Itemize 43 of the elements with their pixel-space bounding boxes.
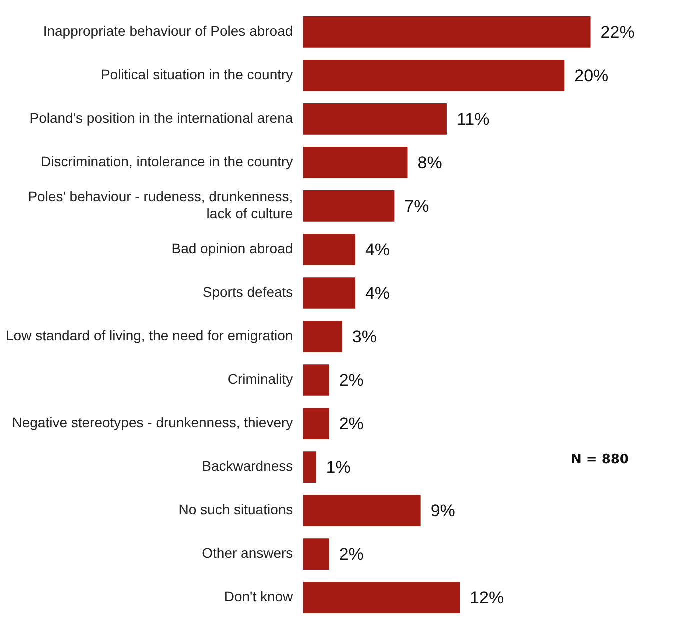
data-label: 12% xyxy=(470,588,504,608)
y-tick-label: Political situation in the country xyxy=(100,66,294,83)
data-label: 4% xyxy=(365,240,390,260)
y-tick-label: Discrimination, intolerance in the country xyxy=(41,154,294,170)
data-label: 3% xyxy=(352,327,377,346)
data-label: 4% xyxy=(365,284,390,303)
bar xyxy=(303,234,356,266)
data-label: 8% xyxy=(418,153,442,172)
y-tick-label: Low standard of living, the need for emigration xyxy=(6,328,294,344)
y-tick-label: No such situations xyxy=(178,502,294,518)
data-label: 2% xyxy=(339,370,364,390)
bar xyxy=(303,582,460,614)
y-tick-label: Criminality xyxy=(228,371,294,388)
y-tick-label: Negative stereotypes - drunkenness, thievery xyxy=(12,414,294,431)
y-tick-label: Inappropriate behaviour of Poles abroad xyxy=(43,23,294,40)
data-label: 2% xyxy=(339,414,364,434)
data-label: 1% xyxy=(326,458,351,477)
bar xyxy=(303,495,421,526)
bar xyxy=(303,278,356,309)
annotation: N = 880 xyxy=(571,452,629,468)
bar xyxy=(303,452,316,483)
bar xyxy=(303,538,330,570)
bar xyxy=(303,321,342,352)
data-label: 22% xyxy=(600,22,635,42)
data-label: 2% xyxy=(339,545,364,564)
bar xyxy=(303,147,408,178)
data-label: 7% xyxy=(404,196,430,216)
data-label: 11% xyxy=(456,110,490,129)
y-tick-label: Poland's position in the international arena xyxy=(30,110,294,126)
bar xyxy=(303,364,330,396)
y-tick-label: Other answers xyxy=(202,545,294,562)
y-tick-label: Backwardness xyxy=(202,458,294,474)
bar xyxy=(303,16,591,48)
data-label: 20% xyxy=(574,66,609,86)
y-tick-label: Sports defeats xyxy=(202,284,294,300)
data-label: 9% xyxy=(430,502,456,520)
bar xyxy=(303,104,447,135)
y-tick-label: Don't know xyxy=(224,588,294,605)
bar xyxy=(303,60,565,92)
bar xyxy=(303,408,330,440)
y-tick-label: Poles' behaviour - rudeness, drunkenness, lack of culture xyxy=(28,188,294,222)
bar xyxy=(303,190,395,222)
y-tick-label: Bad opinion abroad xyxy=(172,240,294,257)
